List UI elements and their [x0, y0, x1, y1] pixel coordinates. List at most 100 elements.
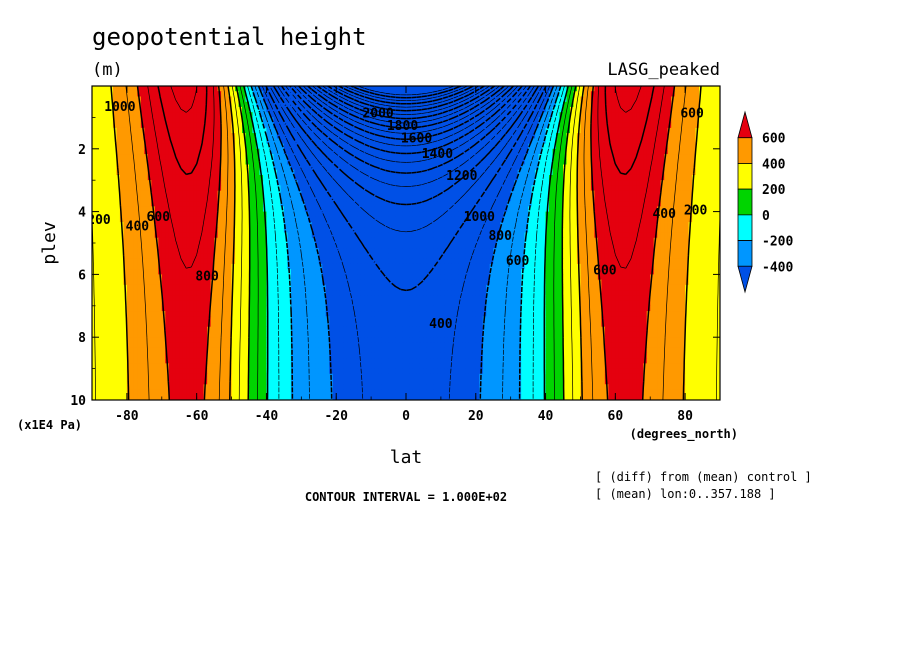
fill-cell	[311, 206, 316, 213]
fill-cell	[549, 195, 554, 202]
fill-cell	[137, 122, 142, 129]
fill-cell	[259, 206, 264, 213]
fill-cell	[308, 169, 313, 176]
fill-cell	[552, 106, 557, 113]
fill-cell	[472, 164, 477, 171]
fill-cell	[615, 180, 620, 187]
fill-cell	[168, 143, 173, 150]
fill-cell	[350, 185, 355, 192]
fill-cell	[343, 148, 348, 155]
fill-cell	[343, 154, 348, 160]
fill-cell	[451, 96, 456, 103]
fill-cell	[276, 169, 281, 176]
fill-cell	[144, 86, 149, 92]
fill-cell	[203, 201, 208, 207]
fill-cell	[126, 164, 131, 171]
fill-cell	[353, 227, 358, 234]
fill-cell	[353, 138, 358, 145]
fill-cell	[102, 211, 107, 218]
fill-cell	[311, 138, 316, 145]
fill-cell	[133, 154, 138, 160]
fill-cell	[228, 195, 233, 202]
fill-cell	[454, 169, 459, 176]
fill-cell	[514, 211, 519, 218]
fill-cell	[576, 112, 582, 118]
fill-cell	[514, 180, 519, 187]
fill-cell	[126, 91, 131, 98]
fill-cell	[440, 222, 445, 228]
fill-cell	[154, 211, 159, 218]
fill-cell	[343, 112, 348, 118]
fill-cell	[528, 227, 533, 234]
fill-cell	[123, 106, 128, 113]
fill-cell	[535, 148, 540, 155]
fill-cell	[699, 216, 704, 223]
fill-cell	[364, 106, 369, 113]
fill-cell	[147, 143, 152, 150]
fill-cell	[573, 190, 578, 197]
fill-cell	[416, 122, 421, 129]
fill-cell	[196, 195, 201, 202]
fill-cell	[332, 195, 337, 202]
fill-cell	[538, 133, 543, 139]
fill-cell	[109, 148, 114, 155]
fill-cell	[447, 180, 452, 187]
fill-cell	[528, 122, 533, 129]
fill-cell	[454, 112, 459, 118]
fill-cell	[105, 164, 111, 171]
fill-cell	[549, 117, 554, 124]
fill-cell	[440, 127, 445, 134]
fill-cell	[294, 206, 299, 213]
fill-cell	[144, 106, 149, 113]
fill-cell	[528, 164, 533, 171]
fill-cell	[496, 216, 501, 223]
fill-cell	[158, 127, 163, 134]
fill-cell	[461, 222, 466, 228]
fill-cell	[273, 190, 278, 197]
fill-cell	[618, 206, 623, 213]
fill-cell	[468, 201, 473, 207]
fill-cell	[276, 227, 281, 234]
fill-cell	[182, 190, 187, 197]
fill-cell	[608, 96, 613, 103]
fill-cell	[402, 112, 407, 118]
fill-cell	[472, 91, 477, 98]
fill-cell	[301, 86, 306, 92]
fill-cell	[207, 190, 212, 197]
fill-cell	[343, 216, 348, 223]
fill-cell	[182, 127, 187, 134]
fill-cell	[325, 133, 330, 139]
fill-cell	[657, 222, 662, 228]
fill-cell	[193, 138, 198, 145]
fill-cell	[392, 222, 397, 228]
fill-cell	[556, 148, 561, 155]
fill-cell	[109, 211, 114, 218]
fill-cell	[419, 159, 425, 166]
fill-cell	[479, 206, 484, 213]
fill-cell	[301, 164, 306, 171]
fill-cell	[329, 201, 334, 207]
fill-cell	[657, 106, 662, 113]
fill-cell	[430, 216, 435, 223]
fill-cell	[269, 138, 275, 145]
fill-cell	[426, 138, 432, 145]
fill-cell	[468, 148, 473, 155]
fill-cell	[221, 222, 226, 228]
fill-cell	[182, 222, 187, 228]
fill-cell	[144, 159, 149, 166]
fill-cell	[556, 206, 561, 213]
fill-cell	[269, 164, 275, 171]
fill-cell	[409, 185, 414, 192]
fill-cell	[315, 101, 320, 108]
fill-cell	[611, 148, 616, 155]
fill-cell	[583, 138, 589, 145]
fill-cell	[475, 133, 480, 139]
fill-cell	[472, 169, 477, 176]
fill-cell	[158, 195, 163, 202]
fill-cell	[419, 227, 425, 234]
fill-cell	[329, 195, 334, 202]
fill-cell	[329, 169, 334, 176]
fill-cell	[259, 112, 264, 118]
fill-cell	[304, 148, 309, 155]
fill-cell	[207, 211, 212, 218]
